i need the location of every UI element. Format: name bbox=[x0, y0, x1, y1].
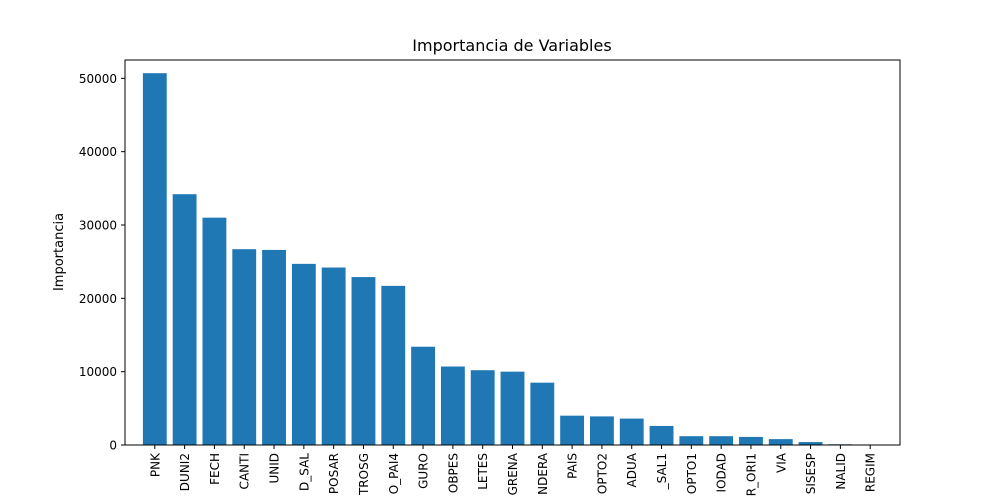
bar-opto1 bbox=[679, 436, 704, 445]
bar-d-sal bbox=[291, 263, 316, 445]
bar-letes bbox=[470, 370, 495, 445]
y-tick-label: 40000 bbox=[79, 145, 117, 159]
x-tick-label: SISESP bbox=[804, 453, 818, 494]
bar-duni2 bbox=[172, 194, 197, 445]
x-tick-label: NALID bbox=[834, 453, 848, 490]
chart-title: Importancia de Variables bbox=[412, 36, 611, 55]
plot-frame bbox=[124, 59, 901, 446]
bar-obpes bbox=[440, 366, 465, 445]
y-tick-label: 30000 bbox=[79, 219, 117, 233]
y-tick-label: 10000 bbox=[79, 365, 117, 379]
bar-o-pai4 bbox=[381, 285, 406, 445]
x-tick-label: VIA bbox=[774, 452, 788, 473]
bar-fech bbox=[202, 217, 227, 445]
bar-sisesp bbox=[798, 442, 823, 445]
x-tick-label: NDERA bbox=[536, 452, 550, 495]
x-tick-label: IODAD bbox=[715, 453, 729, 492]
y-axis-label: Importancia bbox=[52, 213, 67, 291]
bar-adua bbox=[619, 418, 644, 445]
bar-grena bbox=[500, 371, 525, 445]
bar-guro bbox=[411, 346, 435, 445]
bar-pnk bbox=[142, 73, 167, 445]
x-tick-label: REGIM bbox=[864, 453, 878, 492]
x-tick-label: UNID bbox=[268, 453, 282, 484]
bar-posar bbox=[321, 267, 346, 445]
x-tick-label: POSAR bbox=[327, 453, 341, 494]
bar-trosg bbox=[351, 277, 376, 445]
x-tick-label: OBPES bbox=[446, 453, 460, 493]
y-tick-label: 50000 bbox=[79, 72, 117, 86]
x-tick-label: TROSG bbox=[357, 453, 371, 496]
x-tick-label: DUNI2 bbox=[178, 453, 192, 491]
bars-group bbox=[142, 73, 883, 445]
x-tick-label: PAIS bbox=[566, 453, 580, 479]
bar-pais bbox=[560, 415, 585, 445]
x-tick-label: R_ORI1 bbox=[744, 453, 758, 496]
x-tick-label: ADUA bbox=[625, 452, 639, 487]
x-tick-label: GRENA bbox=[506, 452, 520, 495]
bar-r-ori1 bbox=[739, 436, 763, 445]
bar-canti bbox=[232, 249, 257, 445]
bar-ndera bbox=[530, 382, 555, 445]
x-tick-label: CANTI bbox=[238, 453, 252, 489]
x-tick-label: PNK bbox=[148, 452, 162, 477]
x-tick-label: _SAL1 bbox=[655, 453, 669, 490]
y-tick-label: 20000 bbox=[79, 292, 117, 306]
bar-iodad bbox=[709, 436, 734, 445]
x-tick-label: LETES bbox=[476, 453, 490, 490]
x-tick-label: O_PAI4 bbox=[387, 453, 401, 494]
bar-sal1 bbox=[649, 425, 674, 445]
y-axis: 0 10000 20000 30000 40000 50000 bbox=[79, 72, 125, 453]
x-tick-label: D_SAL bbox=[297, 453, 311, 491]
y-tick-label: 0 bbox=[109, 439, 117, 453]
x-tick-label: GURO bbox=[417, 453, 431, 489]
bar-opto2 bbox=[590, 416, 614, 445]
bar-unid bbox=[262, 249, 286, 445]
x-tick-label: FECH bbox=[208, 453, 222, 485]
x-tick-label: OPTO1 bbox=[685, 453, 699, 494]
x-axis: PNK DUNI2 FECH CANTI UNID D_SAL POSAR TROSG O_PA… bbox=[148, 445, 878, 496]
x-tick-label: OPTO2 bbox=[595, 453, 609, 494]
bar-via bbox=[768, 439, 793, 445]
